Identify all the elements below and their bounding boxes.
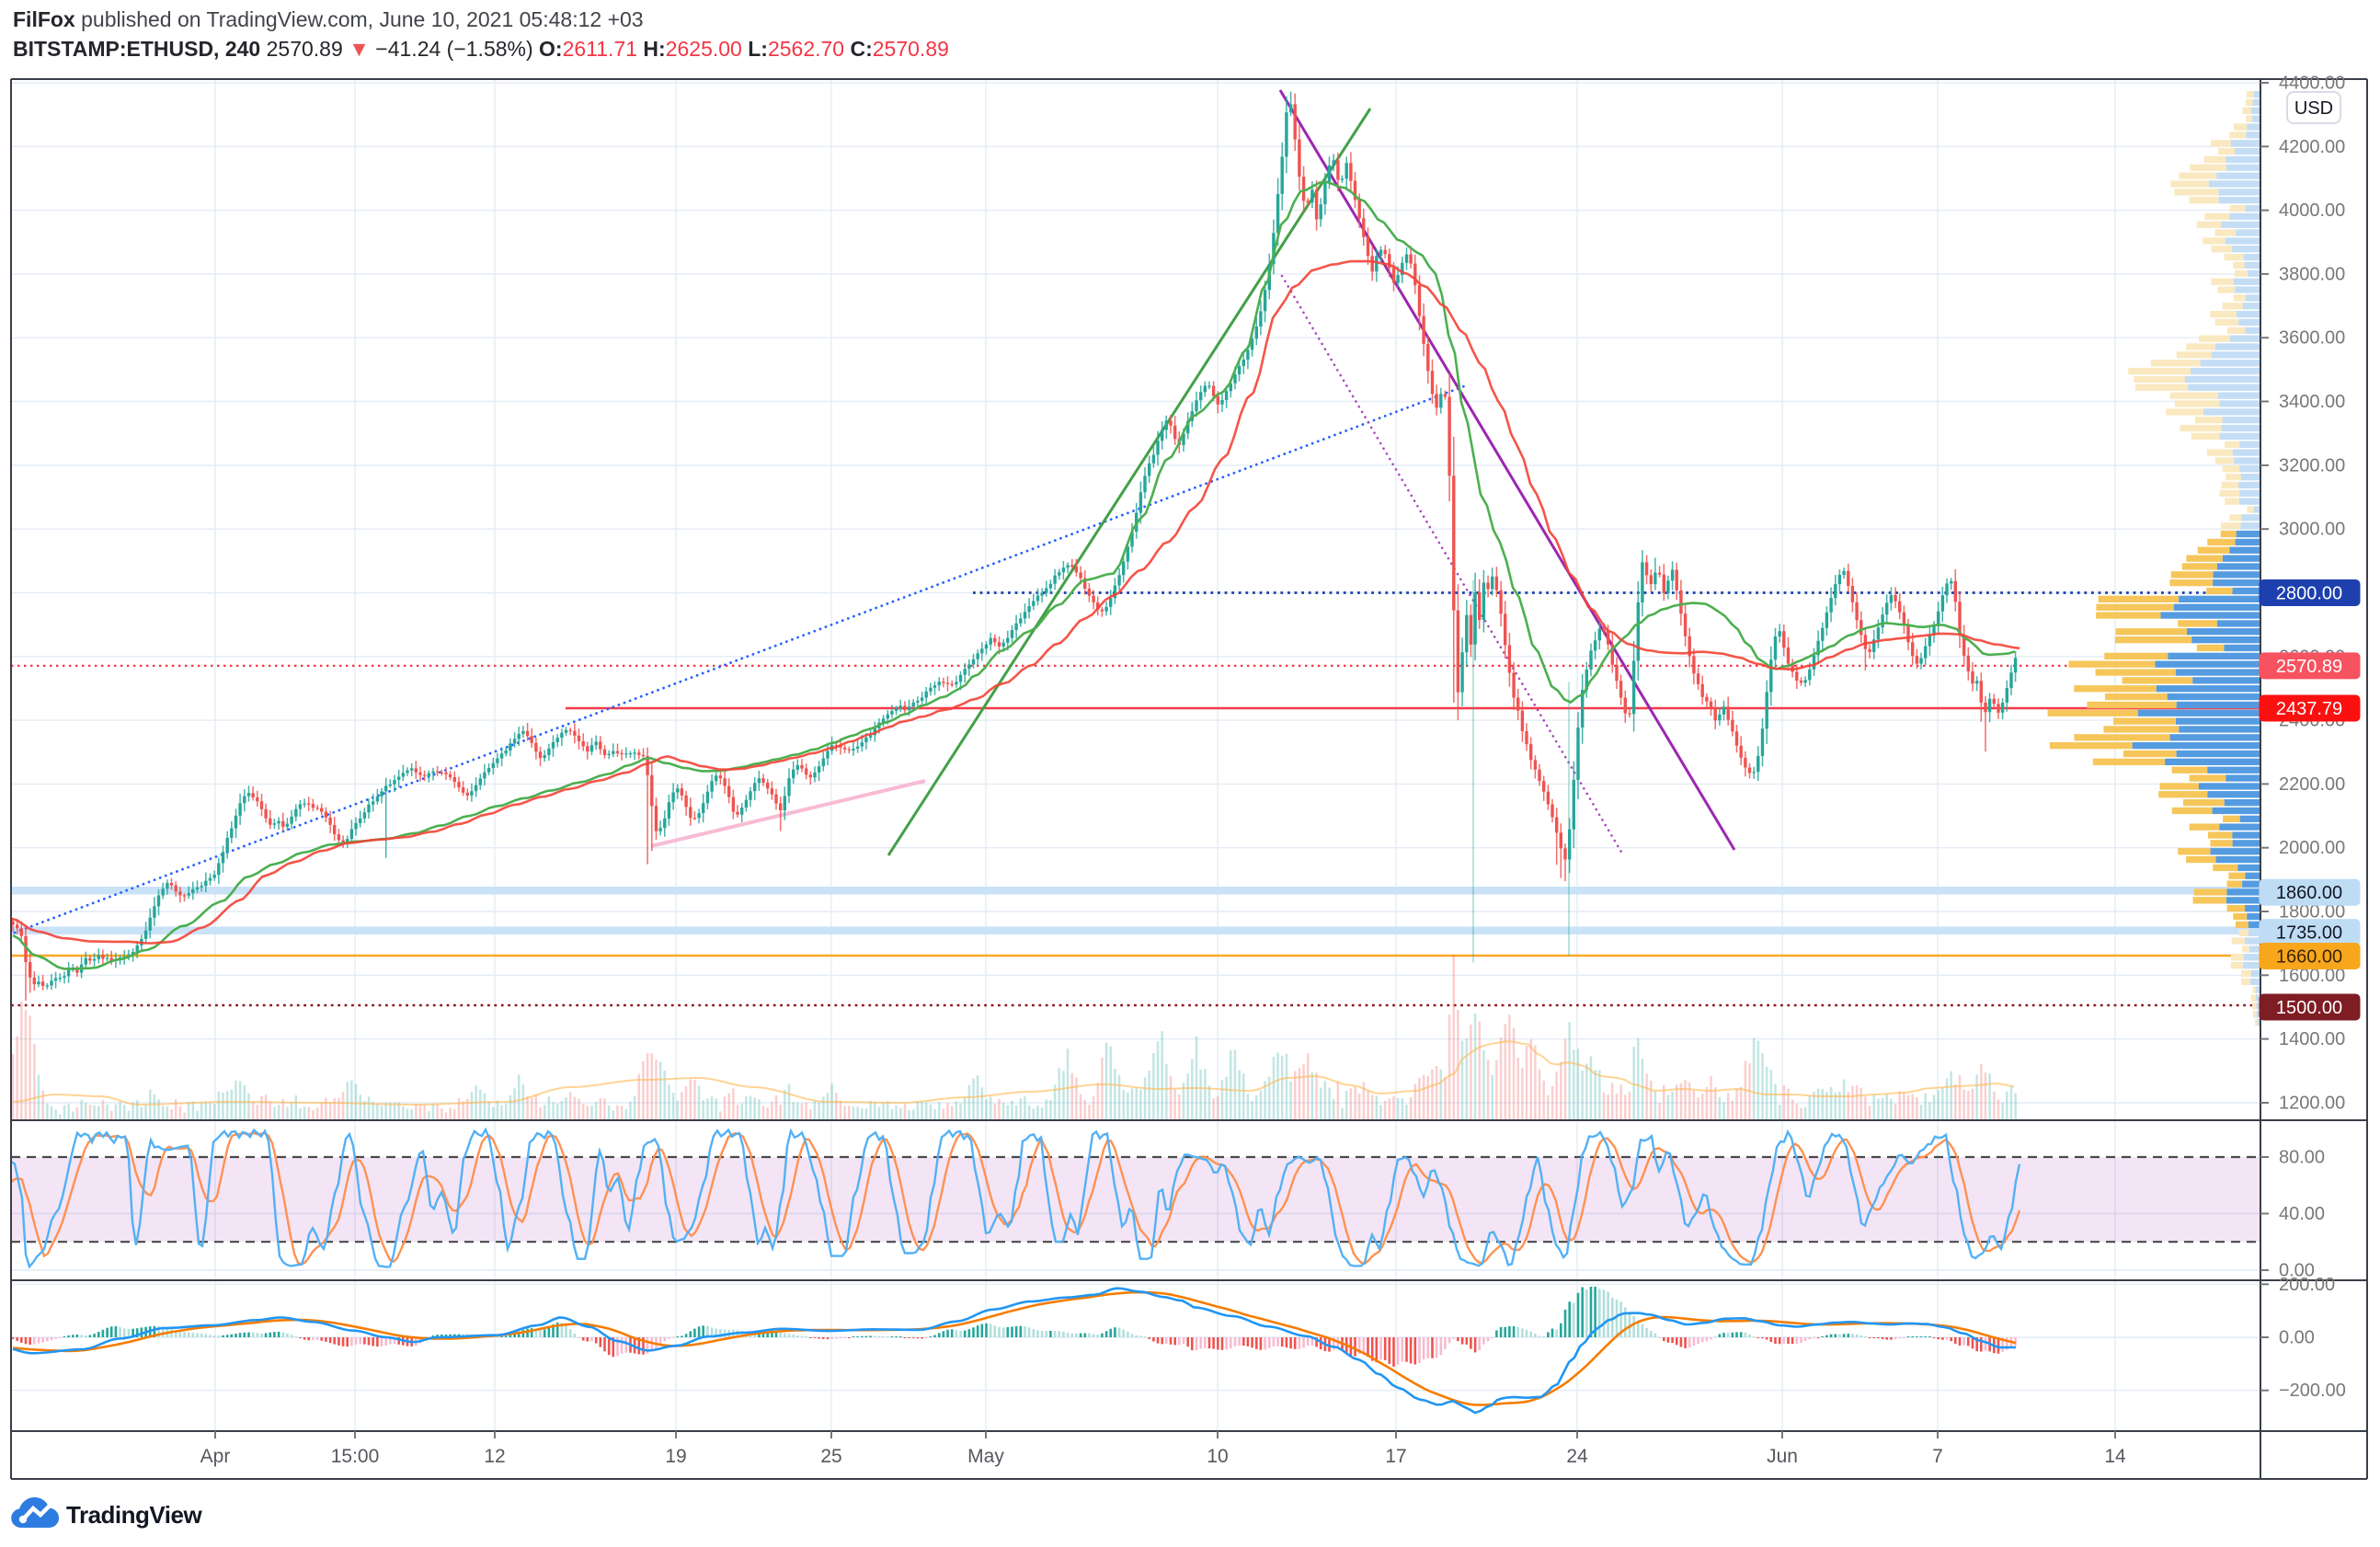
svg-text:1600.00: 1600.00 [2279, 966, 2345, 986]
svg-text:3000.00: 3000.00 [2279, 520, 2345, 540]
svg-text:BITSTAMP:ETHUSD, 240 2570.89: BITSTAMP:ETHUSD, 240 2570.89 ▼ −41.24 (−… [13, 37, 949, 61]
svg-text:3600.00: 3600.00 [2279, 328, 2345, 349]
svg-text:TradingView: TradingView [66, 1501, 202, 1529]
svg-text:80.00: 80.00 [2279, 1148, 2325, 1168]
svg-text:4200.00: 4200.00 [2279, 137, 2345, 157]
svg-text:12: 12 [484, 1446, 505, 1467]
svg-text:4400.00: 4400.00 [2279, 74, 2345, 94]
svg-text:1400.00: 1400.00 [2279, 1029, 2345, 1049]
svg-text:0.00: 0.00 [2279, 1261, 2315, 1281]
svg-text:1200.00: 1200.00 [2279, 1094, 2345, 1114]
svg-text:Apr: Apr [200, 1446, 231, 1467]
svg-text:40.00: 40.00 [2279, 1204, 2325, 1224]
svg-text:4000.00: 4000.00 [2279, 201, 2345, 221]
svg-text:2437.79: 2437.79 [2276, 699, 2342, 719]
svg-text:1660.00: 1660.00 [2276, 947, 2342, 968]
svg-text:2570.89: 2570.89 [2276, 657, 2342, 677]
svg-text:1735.00: 1735.00 [2276, 923, 2342, 944]
svg-text:2000.00: 2000.00 [2279, 838, 2345, 858]
svg-text:0.00: 0.00 [2279, 1328, 2315, 1348]
svg-text:7: 7 [1932, 1446, 1943, 1467]
svg-text:3400.00: 3400.00 [2279, 392, 2345, 412]
svg-text:3800.00: 3800.00 [2279, 264, 2345, 284]
svg-text:25: 25 [820, 1446, 841, 1467]
svg-text:1860.00: 1860.00 [2276, 883, 2342, 903]
svg-text:May: May [967, 1446, 1004, 1467]
svg-text:19: 19 [665, 1446, 686, 1467]
svg-text:1800.00: 1800.00 [2279, 902, 2345, 922]
svg-text:200.00: 200.00 [2279, 1275, 2335, 1295]
svg-text:15:00: 15:00 [331, 1446, 380, 1467]
svg-text:Jun: Jun [1767, 1446, 1798, 1467]
svg-text:2200.00: 2200.00 [2279, 774, 2345, 795]
svg-text:USD: USD [2294, 98, 2333, 119]
svg-text:2800.00: 2800.00 [2276, 584, 2342, 604]
svg-text:3200.00: 3200.00 [2279, 455, 2345, 476]
svg-text:14: 14 [2104, 1446, 2126, 1467]
svg-text:10: 10 [1207, 1446, 1228, 1467]
svg-text:17: 17 [1385, 1446, 1406, 1467]
svg-text:1500.00: 1500.00 [2276, 998, 2342, 1018]
svg-text:24: 24 [1566, 1446, 1588, 1467]
svg-text:−200.00: −200.00 [2279, 1381, 2346, 1401]
svg-text:FilFox published on TradingVie: FilFox published on TradingView.com, Jun… [13, 7, 644, 31]
